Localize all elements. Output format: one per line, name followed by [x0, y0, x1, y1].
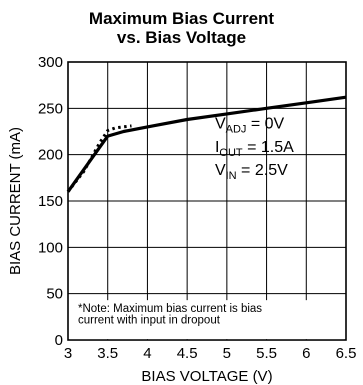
- chart-title-line-1: Maximum Bias Current: [88, 9, 275, 28]
- y-tick-label: 300: [38, 54, 63, 71]
- y-tick-label: 250: [38, 100, 63, 117]
- x-tick-label: 3.5: [97, 345, 118, 362]
- condition-3: VIN = 2.5V: [215, 162, 288, 182]
- series-line-2: [66, 124, 132, 193]
- x-tick-label: 6.5: [336, 345, 357, 362]
- chart-title-line-2: vs. Bias Voltage: [116, 28, 247, 47]
- note-line-2: current with input in dropout: [78, 314, 221, 326]
- conditions-annotation: VADJ = 0V IOUT = 1.5A VIN = 2.5V: [215, 116, 294, 182]
- series-lines: [66, 95, 347, 193]
- grid: [68, 62, 346, 340]
- x-tick-labels: 3 3.5 4 4.5 5 5.5 6 6.5: [64, 345, 357, 362]
- x-tick-label: 6: [302, 345, 310, 362]
- x-tick-label: 4.5: [177, 345, 198, 362]
- condition-2: IOUT = 1.5A: [215, 139, 294, 159]
- y-tick-label: 100: [38, 239, 63, 256]
- note-box: [70, 300, 344, 340]
- x-tick-label: 5: [223, 345, 231, 362]
- plot-frame: [67, 61, 347, 341]
- series-line-1: [66, 95, 347, 193]
- y-axis-label: BIAS CURRENT (mA): [7, 127, 24, 275]
- y-tick-label: 50: [46, 286, 63, 303]
- y-tick-labels: 0 50 100 150 200 250 300: [38, 54, 63, 349]
- condition-1: VADJ = 0V: [215, 116, 285, 136]
- x-tick-label: 4: [143, 345, 151, 362]
- y-tick-label: 200: [38, 147, 63, 164]
- x-tick-label: 3: [64, 345, 72, 362]
- y-tick-label: 0: [55, 332, 63, 349]
- x-axis-label: BIAS VOLTAGE (V): [141, 368, 272, 385]
- note-line-1: *Note: Maximum bias current is bias: [78, 303, 262, 315]
- x-tick-label: 5.5: [256, 345, 277, 362]
- y-tick-label: 150: [38, 193, 63, 210]
